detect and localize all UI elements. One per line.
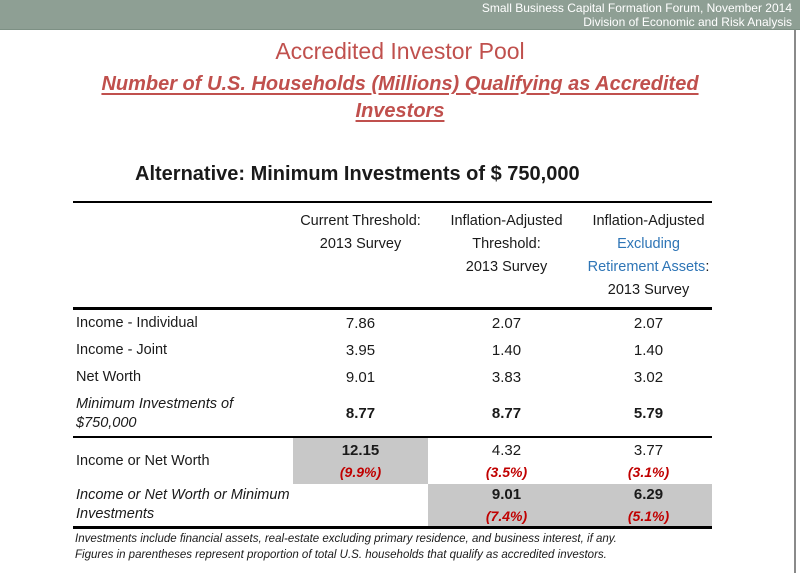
value-cell: 9.01 xyxy=(293,364,428,391)
row-label: Income or Net Worth or Minimum Investmen… xyxy=(73,484,293,529)
header-text: 2013 Survey xyxy=(319,236,402,252)
cell-value: 1.40 xyxy=(633,341,664,359)
value-cell: 4.32 (3.5%) xyxy=(428,437,585,484)
header-text: Current Threshold: xyxy=(300,213,421,229)
cell-value: 3.77 xyxy=(633,442,664,459)
column-header-line: 2013 Survey xyxy=(428,256,585,279)
value-cell: 7.86 xyxy=(293,309,428,338)
subtitle-line-1: Number of U.S. Households (Millions) Qua… xyxy=(101,73,699,95)
cell-value: 3.95 xyxy=(345,341,376,359)
footnote-line-2: Figures in parentheses represent proport… xyxy=(75,549,607,561)
cell-value: 5.79 xyxy=(633,404,664,422)
cell-percentage: (3.5%) xyxy=(485,464,528,480)
cell-value: 1.40 xyxy=(491,341,522,359)
column-header-1: Current Threshold: 2013 Survey xyxy=(293,202,428,310)
table-row: Income or Net Worth or Minimum Investmen… xyxy=(73,484,712,529)
header-text: Threshold: xyxy=(472,236,541,252)
value-cell: 1.40 xyxy=(428,337,585,364)
blue-header-text: Excluding xyxy=(617,236,680,252)
header-text: 2013 Survey xyxy=(465,259,548,275)
value-cell: 6.29 (5.1%) xyxy=(585,484,712,529)
cell-percentage: (3.1%) xyxy=(627,464,670,480)
value-cell xyxy=(293,484,428,529)
value-cell: 5.79 xyxy=(585,391,712,438)
value-cell: 8.77 xyxy=(428,391,585,438)
column-header-line: Current Threshold: xyxy=(293,210,428,233)
column-header-line: Threshold: xyxy=(428,233,585,256)
cell-value: 9.01 xyxy=(491,486,522,503)
header-bar: Small Business Capital Formation Forum, … xyxy=(0,0,800,30)
cell-value: 8.77 xyxy=(491,404,522,422)
column-header-line: 2013 Survey xyxy=(585,279,712,302)
data-table: Current Threshold: 2013 Survey Inflation-A… xyxy=(73,201,712,529)
value-cell: 12.15 (9.9%) xyxy=(293,437,428,484)
right-edge-line xyxy=(794,30,796,573)
value-cell: 3.02 xyxy=(585,364,712,391)
section-heading: Alternative: Minimum Investments of $ 75… xyxy=(135,163,580,185)
column-header-line: 2013 Survey xyxy=(293,233,428,256)
page-title: Accredited Investor Pool xyxy=(275,38,525,64)
footnotes: Investments include financial assets, re… xyxy=(75,531,617,563)
footnote-line-1: Investments include financial assets, re… xyxy=(75,533,617,545)
value-cell: 2.07 xyxy=(428,309,585,338)
cell-value: 2.07 xyxy=(633,314,664,332)
row-label: Income - Individual xyxy=(76,315,198,331)
header-text: 2013 Survey xyxy=(607,282,690,298)
column-header-line: Inflation-Adjusted xyxy=(428,210,585,233)
cell-value: 3.02 xyxy=(633,368,664,386)
table-row: Minimum Investments of $750,000 8.77 8.77 5… xyxy=(73,391,712,438)
column-header-line: Retirement Assets: xyxy=(585,256,712,279)
table-row: Income - Individual 7.86 2.07 2.07 xyxy=(73,309,712,338)
cell-value: 4.32 xyxy=(491,442,522,459)
blue-header-text: Retirement Assets xyxy=(587,259,706,275)
value-cell: 3.95 xyxy=(293,337,428,364)
table-row: Income or Net Worth 12.15 (9.9%) 4.32 (3.5%)… xyxy=(73,437,712,484)
forum-title: Small Business Capital Formation Forum, … xyxy=(481,1,792,15)
cell-value: 8.77 xyxy=(345,404,376,422)
subtitle-line-2: Investors xyxy=(355,100,445,122)
value-cell: 9.01 (7.4%) xyxy=(428,484,585,529)
cell-percentage: (5.1%) xyxy=(627,508,670,524)
column-header-line: Excluding xyxy=(585,233,712,256)
row-label: Income - Joint xyxy=(76,342,168,358)
row-label: Minimum Investments of $750,000 xyxy=(73,391,293,438)
value-cell: 3.83 xyxy=(428,364,585,391)
cell-value: 2.07 xyxy=(491,314,522,332)
header-text: Inflation-Adjusted xyxy=(450,213,563,229)
cell-value: 7.86 xyxy=(345,314,376,332)
column-header-2: Inflation-Adjusted Threshold: 2013 Survey xyxy=(428,202,585,310)
cell-percentage: (9.9%) xyxy=(339,464,382,480)
cell-value: 3.83 xyxy=(491,368,522,386)
table-row: Income - Joint 3.95 1.40 1.40 xyxy=(73,337,712,364)
cell-value: 12.15 xyxy=(341,442,380,459)
header-empty-cell xyxy=(73,202,293,310)
column-header-3: Inflation-Adjusted Excluding Retirement As… xyxy=(585,202,712,310)
header-text-suffix: : xyxy=(705,259,710,275)
row-label: Income or Net Worth xyxy=(76,452,210,469)
page-subtitle: Number of U.S. Households (Millions) Qua… xyxy=(0,71,800,125)
header-text: Inflation-Adjusted xyxy=(592,213,705,229)
cell-value: 9.01 xyxy=(345,368,376,386)
value-cell: 8.77 xyxy=(293,391,428,438)
value-cell: 1.40 xyxy=(585,337,712,364)
value-cell: 2.07 xyxy=(585,309,712,338)
division-title: Division of Economic and Risk Analysis xyxy=(583,14,792,29)
table-row: Net Worth 9.01 3.83 3.02 xyxy=(73,364,712,391)
table-header-row: Current Threshold: 2013 Survey Inflation-A… xyxy=(73,202,712,310)
cell-value: 6.29 xyxy=(633,486,664,503)
column-header-line: Inflation-Adjusted xyxy=(585,210,712,233)
row-label: Net Worth xyxy=(76,369,142,385)
value-cell: 3.77 (3.1%) xyxy=(585,437,712,484)
cell-percentage: (7.4%) xyxy=(485,508,528,524)
